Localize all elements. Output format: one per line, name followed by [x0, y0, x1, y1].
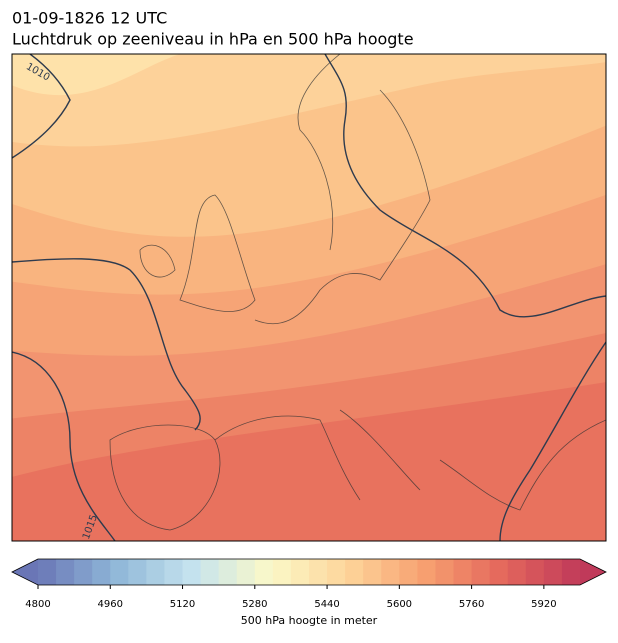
colorbar-segment: [200, 559, 220, 585]
map: 1010 1015: [12, 54, 606, 541]
colorbar-label: 500 hPa hoogte in meter: [241, 614, 378, 627]
colorbar-extend-low: [12, 559, 38, 585]
colorbar-segment: [92, 559, 111, 585]
colorbar-segment: [381, 559, 400, 585]
colorbar-segment: [345, 559, 364, 585]
colorbar: 4800 4960 5120 5280 5440 5600 5760 5920: [11, 558, 607, 610]
colorbar-segment: [254, 559, 274, 585]
colorbar-tick-label: 5600: [387, 599, 412, 610]
colorbar-segment: [327, 559, 346, 585]
colorbar-tick-label: 5760: [459, 599, 484, 610]
colorbar-tick-label: 5120: [170, 599, 195, 610]
colorbar-segment: [146, 559, 165, 585]
colorbar-segment: [56, 559, 75, 585]
colorbar-segment: [218, 559, 238, 585]
colorbar-segment: [417, 559, 436, 585]
colorbar-tick-label: 4960: [98, 599, 123, 610]
colorbar-segment: [236, 559, 256, 585]
colorbar-segment: [453, 559, 473, 585]
colorbar-segment: [399, 559, 418, 585]
colorbar-segment: [128, 559, 147, 585]
colorbar-tick-label: 5920: [531, 599, 556, 610]
colorbar-segment: [543, 559, 563, 585]
colorbar-segment: [309, 559, 328, 585]
subtitle: Luchtdruk op zeeniveau in hPa en 500 hPa…: [12, 30, 414, 49]
colorbar-segment: [38, 559, 57, 585]
colorbar-tick-label: 5440: [314, 599, 339, 610]
colorbar-segment: [435, 559, 455, 585]
colorbar-segment: [164, 559, 184, 585]
colorbar-segment: [74, 559, 93, 585]
colorbar-segment: [561, 559, 581, 585]
colorbar-segment: [525, 559, 545, 585]
colorbar-segment: [272, 559, 292, 585]
colorbar-segment: [182, 559, 202, 585]
map-frame: [11, 53, 607, 542]
colorbar-segment: [489, 559, 509, 585]
colorbar-segment: [110, 559, 129, 585]
colorbar-tick-label: 4800: [25, 599, 50, 610]
colorbar-outline: [11, 558, 607, 586]
colorbar-segment: [290, 559, 310, 585]
colorbar-segment: [363, 559, 382, 585]
colorbar-tick-label: 5280: [242, 599, 267, 610]
colorbar-segment: [471, 559, 491, 585]
title: 01-09-1826 12 UTC: [12, 9, 167, 28]
colorbar-segment: [507, 559, 527, 585]
colorbar-extend-high: [580, 559, 606, 585]
